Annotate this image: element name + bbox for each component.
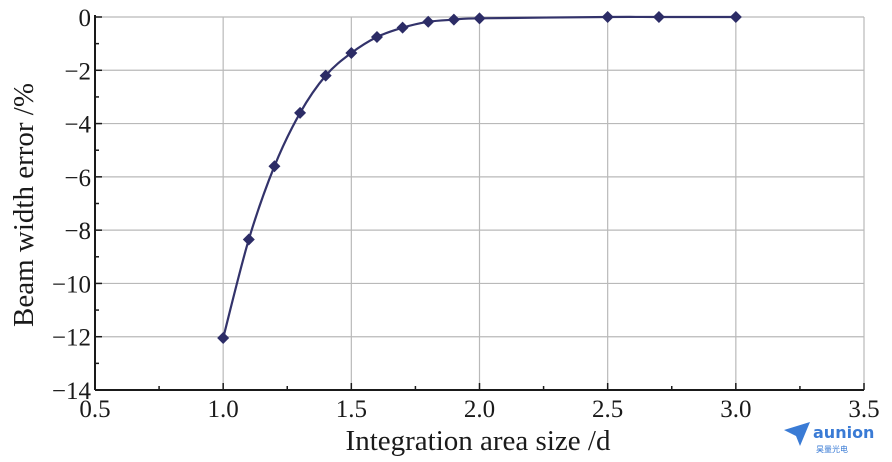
x-tick-label: 1.5 <box>336 396 367 423</box>
y-axis-title: Beam width error /% <box>8 83 40 327</box>
x-tick-label: 2.0 <box>464 396 495 423</box>
y-tick-label: −12 <box>52 325 91 352</box>
data-point-diamond <box>473 12 486 25</box>
y-tick-label: −2 <box>64 58 91 85</box>
axes <box>94 15 865 391</box>
y-tick-label: −14 <box>52 378 92 405</box>
y-tick-label: −8 <box>64 218 91 245</box>
series <box>217 11 742 345</box>
x-tick-label: 2.5 <box>592 396 623 423</box>
data-point-diamond <box>242 233 255 246</box>
x-tick-label: 3.5 <box>848 396 879 423</box>
data-point-diamond <box>217 332 230 345</box>
y-tick-label: −10 <box>52 271 91 298</box>
data-point-diamond <box>268 160 281 173</box>
data-point-diamond <box>729 11 742 23</box>
grid <box>95 16 865 390</box>
data-point-diamond <box>370 30 383 43</box>
y-tick-label: −4 <box>64 112 91 139</box>
y-tick-label: −6 <box>64 165 91 192</box>
data-point-diamond <box>652 11 665 23</box>
tick-labels: 0.5 1.0 1.5 2.0 2.5 3.0 3.5 −14 −12 −10 −8 −6 −4 −2 0 <box>52 5 880 423</box>
data-point-diamond <box>319 69 332 82</box>
watermark-brand: aunion <box>813 423 874 442</box>
data-point-diamond <box>422 15 435 28</box>
y-tick-label: 0 <box>79 5 92 32</box>
x-tick-label: 1.0 <box>208 396 239 423</box>
data-point-diamond <box>601 11 614 23</box>
x-tick-label: 3.0 <box>720 396 751 423</box>
x-axis-title: Integration area size /d <box>346 425 611 457</box>
x-tick-label: 0.5 <box>79 396 110 423</box>
paper-plane-icon <box>784 422 810 446</box>
data-point-diamond <box>396 21 409 34</box>
data-point-diamond <box>294 106 307 119</box>
watermark-logo: aunion 昊量光电 <box>784 422 874 454</box>
watermark-sub: 昊量光电 <box>816 444 848 454</box>
data-point-diamond <box>345 46 358 59</box>
data-point-diamond <box>447 13 460 26</box>
